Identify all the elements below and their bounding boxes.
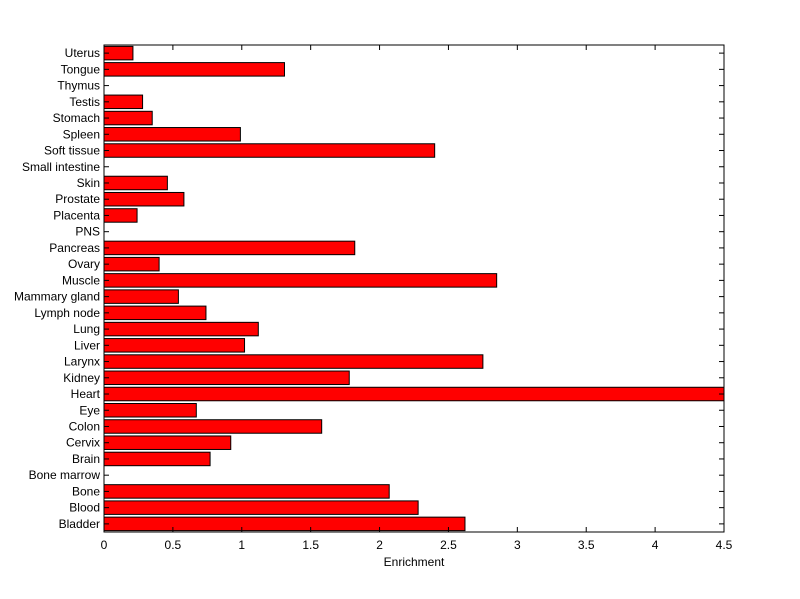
bar <box>103 321 259 337</box>
y-tick-label: Blood <box>69 501 100 515</box>
plot-frame <box>103 44 725 533</box>
x-tick-label: 0.5 <box>165 538 182 552</box>
bar <box>103 451 211 467</box>
bar <box>103 500 419 515</box>
bar <box>103 403 197 418</box>
bar <box>103 516 466 532</box>
bar <box>103 370 350 386</box>
y-tick-label: Bladder <box>59 517 100 531</box>
bar <box>103 175 168 191</box>
y-tick-label: Bone <box>72 484 100 498</box>
y-tick-label: Tongue <box>61 62 101 76</box>
y-tick-label: Heart <box>71 387 101 401</box>
bar <box>103 338 246 353</box>
y-axis-group: Bladder Blood Bone Bone marrow Brain Cervix Co… <box>14 46 724 531</box>
y-tick-label: Liver <box>74 338 100 352</box>
x-tick-label: 2 <box>376 538 383 552</box>
y-tick-label: Pancreas <box>49 241 100 255</box>
bar <box>103 273 498 288</box>
y-tick-label: Small intestine <box>22 160 100 174</box>
x-tick-label: 1 <box>238 538 245 552</box>
bar <box>103 62 285 77</box>
y-tick-label: Brain <box>72 452 100 466</box>
x-axis-group: 0 0.5 1 1.5 2 2.5 3 3.5 4 4.5 <box>101 45 733 552</box>
x-tick-label: 3 <box>514 538 521 552</box>
x-tick-label: 4 <box>652 538 659 552</box>
y-tick-label: Soft tissue <box>44 144 100 158</box>
y-tick-label: Colon <box>69 419 100 433</box>
y-tick-label: Stomach <box>53 111 100 125</box>
bar <box>103 305 207 321</box>
y-tick-label: Prostate <box>55 192 100 206</box>
y-tick-label: Ovary <box>68 257 100 271</box>
y-tick-label: Thymus <box>57 79 100 93</box>
x-tick-label: 2.5 <box>440 538 457 552</box>
bar <box>103 386 725 402</box>
bar <box>103 354 484 369</box>
bars-group <box>103 45 725 532</box>
y-tick-label: Lung <box>73 322 100 336</box>
x-tick-label: 1.5 <box>302 538 319 552</box>
y-tick-label: Lymph node <box>34 306 100 320</box>
bar <box>103 435 232 450</box>
bar <box>103 94 144 110</box>
y-tick-label: Eye <box>79 403 100 417</box>
y-tick-label: Spleen <box>63 127 100 141</box>
bar <box>103 143 436 158</box>
x-tick-label: 0 <box>101 538 108 552</box>
bar <box>103 289 179 304</box>
bar <box>103 240 356 256</box>
x-tick-label: 4.5 <box>716 538 733 552</box>
y-tick-label: Muscle <box>62 273 100 287</box>
y-tick-label: Mammary gland <box>14 290 100 304</box>
y-tick-label: Bone marrow <box>29 468 101 482</box>
bar <box>103 110 153 126</box>
bar <box>103 191 185 207</box>
bar <box>103 256 160 272</box>
y-tick-label: Kidney <box>63 371 100 385</box>
x-axis-label: Enrichment <box>384 555 445 569</box>
bar <box>103 419 323 434</box>
y-tick-label: Testis <box>69 95 100 109</box>
y-tick-label: Larynx <box>64 355 100 369</box>
y-tick-label: Uterus <box>65 46 100 60</box>
y-tick-label: Placenta <box>53 208 100 222</box>
x-tick-label: 3.5 <box>578 538 595 552</box>
y-tick-label: Skin <box>77 176 100 190</box>
bar <box>103 484 390 499</box>
bar <box>103 127 241 142</box>
y-tick-label: PNS <box>75 225 100 239</box>
y-tick-label: Cervix <box>66 436 100 450</box>
